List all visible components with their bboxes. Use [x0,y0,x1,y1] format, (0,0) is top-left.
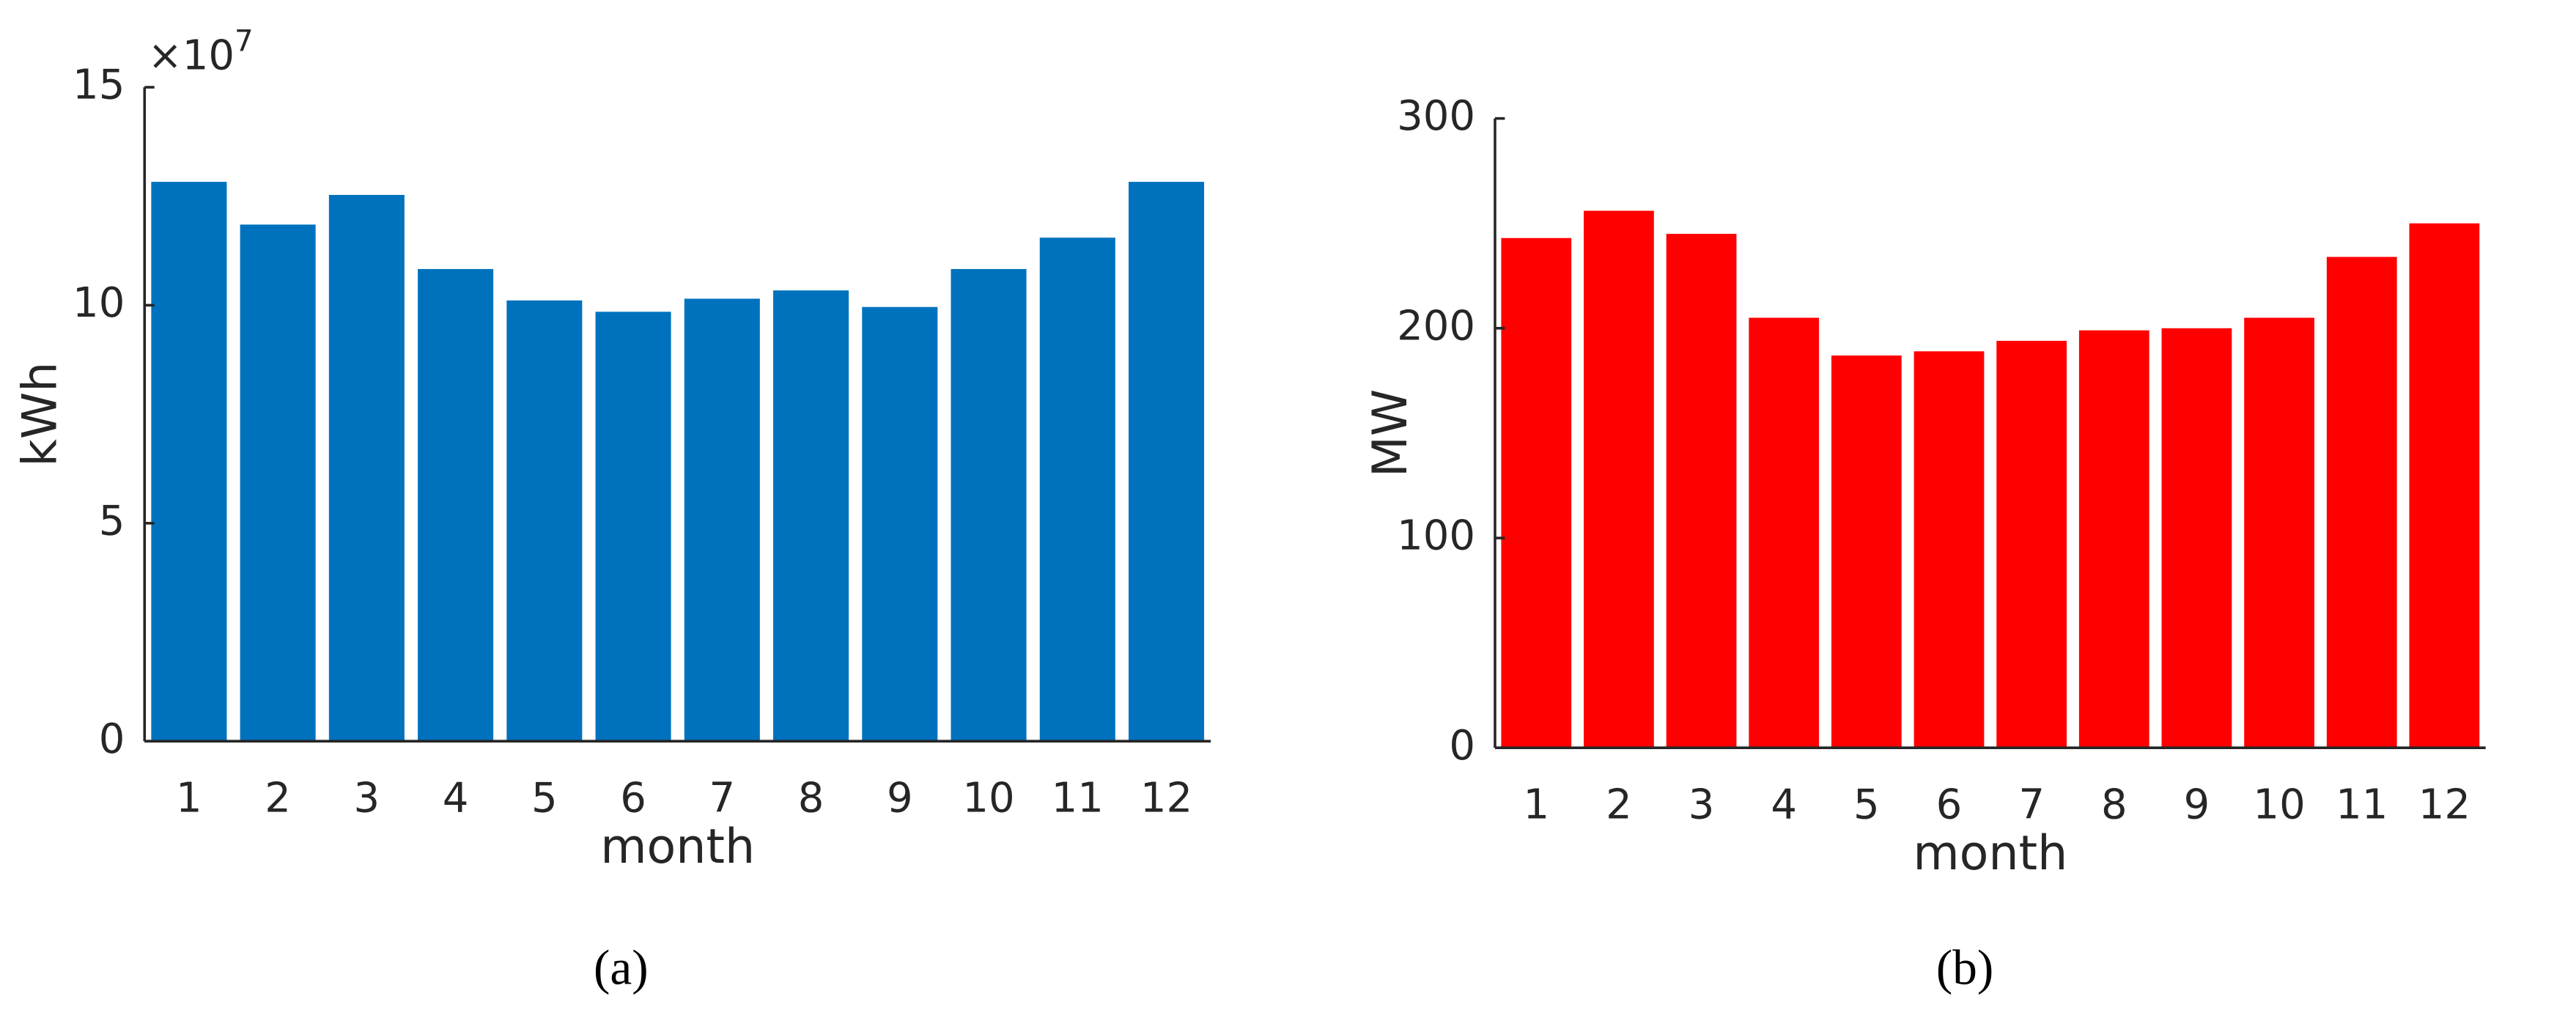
bar [240,224,316,742]
bar [1996,340,2067,748]
y-tick-label: 10 [73,279,125,327]
panel-label: (a) [594,940,649,995]
bar [2078,330,2149,748]
x-tick-label: 3 [354,775,380,822]
bar [418,269,494,742]
x-tick-label: 6 [1936,781,1963,829]
bar [951,269,1027,742]
bar [2409,223,2480,748]
x-tick-label: 12 [1140,775,1192,822]
bar [151,182,227,742]
x-tick-label: 12 [2418,781,2470,829]
y-tick-label: 100 [1397,512,1475,560]
bar [2244,317,2314,748]
bar [862,306,938,742]
x-tick-label: 11 [2336,781,2388,829]
panel-label: (b) [1936,940,1993,995]
bar [684,298,760,742]
bar [1913,351,1985,748]
y-multiplier: ×107 [148,23,254,79]
bar [1666,234,1737,748]
x-axis-label: month [600,819,755,874]
x-tick-label: 3 [1689,781,1715,829]
x-tick-label: 5 [1853,781,1880,829]
y-axis-label: kWh [12,362,67,467]
bar [2161,328,2232,748]
y-multiplier-base: ×10 [148,32,235,79]
y-tick-label: 15 [73,62,125,109]
x-tick-label: 4 [443,775,469,822]
x-tick-label: 9 [2184,781,2210,829]
bar [328,194,405,742]
y-tick-label: 300 [1397,92,1475,140]
x-tick-label: 2 [265,775,291,822]
y-tick-label: 0 [1449,722,1475,770]
bar [1039,237,1115,742]
bar [595,312,671,742]
x-tick-label: 4 [1771,781,1797,829]
x-tick-label: 1 [1523,781,1549,829]
bar [773,290,849,742]
x-tick-label: 11 [1052,775,1104,822]
x-tick-label: 5 [531,775,558,822]
x-tick-label: 7 [2018,781,2045,829]
x-tick-label: 7 [709,775,735,822]
x-tick-label: 6 [620,775,646,822]
x-tick-label: 9 [887,775,913,822]
bar [1749,317,1820,748]
y-tick-label: 0 [99,715,125,763]
x-tick-label: 8 [798,775,824,822]
x-tick-label: 8 [2101,781,2127,829]
bar [1501,237,1572,748]
y-axis-label: MW [1363,389,1418,477]
bar [1831,356,1902,748]
x-tick-label: 2 [1606,781,1632,829]
y-tick-label: 5 [99,497,125,545]
x-tick-label: 1 [176,775,202,822]
x-axis-label: month [1913,826,2067,881]
bar [2326,257,2397,748]
y-tick-label: 200 [1397,302,1475,350]
bar [506,300,583,742]
bar [1584,210,1654,748]
bar [1128,182,1205,742]
y-multiplier-exponent: 7 [235,23,254,58]
x-tick-label: 10 [2253,781,2305,829]
x-tick-label: 10 [962,775,1014,822]
